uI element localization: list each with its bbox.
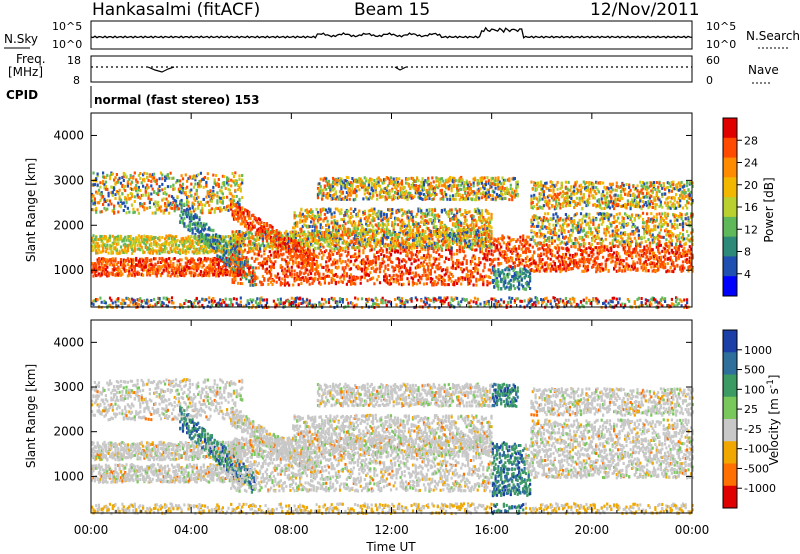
freq-label-line1: Freq.	[16, 52, 46, 66]
power-colorbar-swatch	[723, 216, 737, 238]
power-colorbar-tick: 24	[744, 157, 758, 170]
velocity-ytick-label: 1000	[53, 469, 84, 483]
velocity-colorbar-swatch	[723, 396, 737, 420]
time-axis: 00:00 04:00 08:00 12:00 16:00 20:00 00:00	[74, 113, 710, 537]
velocity-y-axis: 4000 3000 2000 1000	[53, 335, 692, 483]
velocity-colorbar-swatch	[723, 463, 737, 487]
time-tick-label: 04:00	[174, 523, 209, 537]
station-title: Hankasalmi (fitACF)	[92, 0, 260, 20]
time-tick-label: 00:00	[675, 523, 710, 537]
time-tick-label: 16:00	[474, 523, 509, 537]
velocity-ytick-label: 4000	[53, 335, 84, 349]
velocity-colorbar-tick: 500	[744, 364, 765, 377]
power-colorbar-swatch	[723, 118, 737, 139]
power-colorbar-swatch	[723, 157, 737, 178]
cpid-row: CPID normal (fast stereo) 153	[6, 86, 260, 108]
noise-left-tick-top: 10^5	[52, 20, 82, 33]
power-colorbar-tick: 4	[744, 268, 751, 281]
power-colorbar-tick: 28	[744, 134, 758, 147]
power-y-axis: 4000 3000 2000 1000	[53, 128, 692, 277]
velocity-panel: 4000 3000 2000 1000 Slant Range [km]	[24, 319, 694, 516]
velocity-ytick-label: 2000	[53, 425, 84, 439]
time-tick-label: 20:00	[575, 523, 610, 537]
power-ylabel: Slant Range [km]	[24, 158, 38, 262]
nave-tick-top: 60	[706, 54, 720, 67]
noise-right-tick-top: 10^5	[706, 20, 736, 33]
velocity-ylabel: Slant Range [km]	[24, 364, 38, 468]
velocity-ytick-label: 3000	[53, 380, 84, 394]
velocity-colorbar: 1000 500 100 25 -25 -100 -500 -1000 Velocity [m…	[722, 329, 781, 509]
power-ytick-label: 3000	[53, 173, 84, 187]
power-heatmap	[91, 171, 694, 310]
power-colorbar-tick: 8	[744, 246, 751, 259]
freq-label-line2: [MHz]	[8, 65, 43, 79]
power-ytick-label: 1000	[53, 263, 84, 277]
velocity-colorbar-swatch	[723, 485, 737, 509]
power-colorbar-tick: 20	[744, 179, 758, 192]
power-colorbar: 28 24 20 16 12 8 4 Power [dB]	[722, 117, 776, 297]
time-tick-label: 08:00	[274, 523, 309, 537]
noise-panel: N.Sky 10^5 10^0 10^5 10^0 N.Search	[4, 20, 800, 51]
power-colorbar-swatch	[723, 197, 737, 218]
power-colorbar-swatch	[723, 276, 737, 297]
power-colorbar-swatch	[723, 236, 737, 257]
velocity-colorbar-tick: 1000	[744, 344, 772, 357]
freq-panel: Freq. [MHz] 18 8 60 0 Nave	[8, 52, 779, 87]
noise-right-tick-bottom: 10^0	[706, 38, 736, 51]
freq-tick-top: 18	[67, 54, 81, 67]
power-colorbar-tick: 16	[744, 201, 758, 214]
power-colorbar-label: Power [dB]	[762, 177, 776, 242]
velocity-colorbar-label: Velocity [m s-1]	[766, 375, 781, 466]
velocity-heatmap	[91, 378, 694, 516]
velocity-colorbar-swatch	[723, 352, 737, 375]
freq-tick-bottom: 8	[73, 74, 80, 87]
velocity-colorbar-swatch	[723, 419, 737, 442]
velocity-colorbar-swatch	[723, 441, 737, 464]
velocity-colorbar-tick: 25	[744, 403, 758, 416]
power-panel: 4000 3000 2000 1000 Slant Range [km]	[24, 112, 694, 310]
cpid-text: normal (fast stereo) 153	[94, 93, 260, 107]
nave-label: Nave	[748, 63, 779, 77]
n-sky-label: N.Sky	[4, 32, 38, 46]
velocity-colorbar-tick: 100	[744, 383, 765, 396]
velocity-colorbar-tick: -500	[744, 462, 769, 475]
power-colorbar-tick: 12	[744, 223, 758, 236]
nave-tick-bottom: 0	[706, 74, 713, 87]
power-colorbar-swatch	[723, 256, 737, 277]
velocity-colorbar-tick: -1000	[744, 482, 776, 495]
velocity-colorbar-tick: -100	[744, 443, 769, 456]
velocity-colorbar-swatch	[723, 330, 737, 353]
beam-title: Beam 15	[354, 0, 430, 20]
power-ytick-label: 2000	[53, 218, 84, 232]
time-tick-label: 12:00	[374, 523, 409, 537]
power-colorbar-swatch	[723, 137, 737, 159]
time-tick-label: 00:00	[74, 523, 109, 537]
velocity-colorbar-swatch	[723, 374, 737, 398]
n-search-label: N.Search	[746, 29, 800, 43]
date-title: 12/Nov/2011	[590, 0, 700, 20]
power-colorbar-swatch	[723, 177, 737, 198]
power-ytick-label: 4000	[53, 128, 84, 142]
noise-left-tick-bottom: 10^0	[52, 38, 82, 51]
velocity-colorbar-tick: -25	[744, 423, 762, 436]
cpid-label: CPID	[6, 88, 38, 102]
time-axis-label: Time UT	[365, 540, 416, 554]
